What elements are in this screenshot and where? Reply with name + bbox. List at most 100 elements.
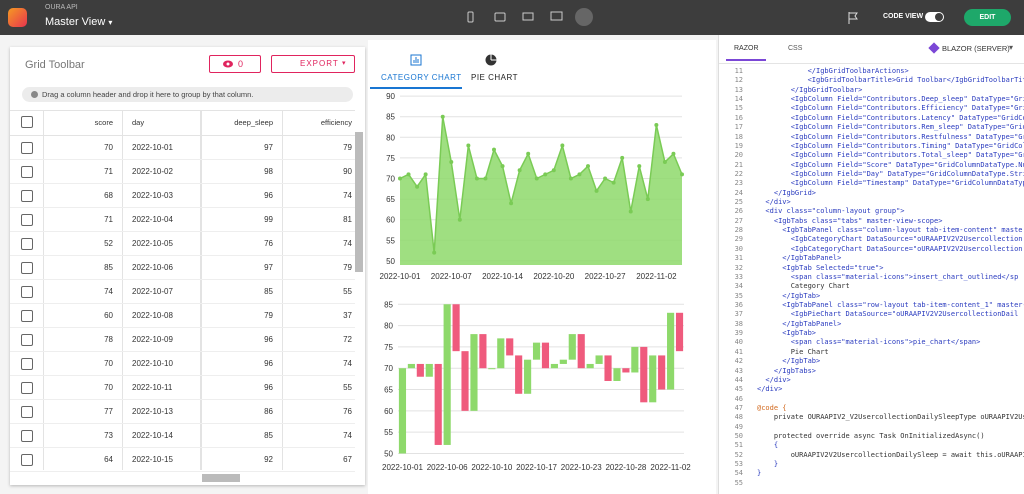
- group-hint: Drag a column header and drop it here to…: [42, 90, 254, 99]
- column-separator: [282, 110, 283, 470]
- phone-icon[interactable]: [467, 11, 474, 23]
- row-checkbox[interactable]: [21, 406, 33, 418]
- grid-cell: 2022-10-14: [132, 431, 173, 440]
- code-body: 11 </IgbGridToolbarActions> 12 <IgbGridTo…: [719, 65, 1024, 494]
- line-number: 22: [734, 169, 743, 178]
- vertical-scrollbar[interactable]: [355, 132, 363, 272]
- hide-columns-button[interactable]: 0: [209, 55, 261, 73]
- grid-cell: 97: [264, 143, 273, 152]
- category-chart-icon: [410, 54, 422, 66]
- platform-selector[interactable]: BLAZOR (SERVER): [942, 44, 1010, 53]
- grid-cell: 70: [104, 143, 113, 152]
- line-number: 28: [734, 226, 743, 235]
- row-checkbox[interactable]: [21, 214, 33, 226]
- editor-tab[interactable]: RAZOR: [734, 45, 759, 52]
- line-number: 51: [734, 441, 743, 450]
- grid-row: [10, 207, 355, 232]
- grid-row: [10, 423, 355, 448]
- row-checkbox[interactable]: [21, 238, 33, 250]
- grid-cell: 79: [343, 263, 352, 272]
- row-checkbox[interactable]: [21, 286, 33, 298]
- code-line: <span class="material-icons">pie_chart</…: [757, 338, 981, 347]
- row-checkbox[interactable]: [21, 430, 33, 442]
- grid-cell: 70: [104, 383, 113, 392]
- code-line: </IgbTabPanel>: [757, 319, 842, 328]
- grid-cell: 2022-10-09: [132, 335, 173, 344]
- grid-cell: 74: [343, 191, 352, 200]
- header-checkbox[interactable]: [21, 116, 33, 128]
- tablet-icon[interactable]: [494, 12, 506, 22]
- row-checkbox[interactable]: [21, 358, 33, 370]
- row-checkbox[interactable]: [21, 334, 33, 346]
- export-button[interactable]: EXPORT ▾: [271, 55, 355, 73]
- platform-dropdown-arrow[interactable]: ▾: [1009, 43, 1014, 52]
- row-checkbox[interactable]: [21, 262, 33, 274]
- pie-chart-icon: [485, 54, 497, 66]
- row-checkbox[interactable]: [21, 382, 33, 394]
- hidden-count: 0: [238, 59, 244, 69]
- view-selector[interactable]: Master View ▾: [45, 16, 113, 28]
- row-checkbox[interactable]: [21, 310, 33, 322]
- grid-row: [10, 375, 355, 400]
- code-line: <span class="material-icons">insert_char…: [757, 272, 1019, 281]
- top-bar: OURA API Master View ▾ CODE VIEW EDIT: [0, 0, 1024, 35]
- editor-tab[interactable]: CSS: [788, 45, 803, 52]
- grid-cell: 55: [343, 383, 352, 392]
- grid-cell: 55: [343, 287, 352, 296]
- edit-button[interactable]: EDIT: [964, 9, 1011, 26]
- code-view-toggle[interactable]: [925, 12, 944, 22]
- grid-cell: 71: [104, 215, 113, 224]
- code-line: <IgbColumn Field="Contributors.Total_sle…: [757, 151, 1024, 160]
- column-header[interactable]: efficiency: [320, 118, 352, 127]
- line-number: 20: [734, 151, 743, 160]
- grid-cell: 2022-10-02: [132, 167, 173, 176]
- code-line: }: [757, 469, 762, 478]
- grid-cell: 92: [264, 455, 273, 464]
- code-line: <IgbGridToolbarTitle>Grid Toolbar</IgbGr…: [757, 76, 1024, 85]
- line-number: 52: [734, 450, 743, 459]
- line-number: 19: [734, 141, 743, 150]
- grid-cell: 2022-10-03: [132, 191, 173, 200]
- grid-cell: 81: [343, 215, 352, 224]
- grid-cell: 68: [104, 191, 113, 200]
- export-label: EXPORT: [300, 59, 339, 68]
- column-header[interactable]: day: [132, 118, 145, 127]
- grid-body: score day deep_sleep efficiency 70 2022-10-01…: [10, 110, 355, 472]
- line-number: 54: [734, 469, 743, 478]
- grid-cell: 2022-10-11: [132, 383, 173, 392]
- line-number: 35: [734, 291, 743, 300]
- row-checkbox[interactable]: [21, 190, 33, 202]
- app-logo[interactable]: [8, 8, 27, 27]
- code-line: </div>: [757, 375, 791, 384]
- row-checkbox[interactable]: [21, 166, 33, 178]
- grid-cell: 78: [104, 335, 113, 344]
- fullscreen-icon[interactable]: [575, 8, 593, 26]
- line-number: 50: [734, 432, 743, 441]
- row-checkbox[interactable]: [21, 454, 33, 466]
- line-number: 43: [734, 366, 743, 375]
- row-checkbox[interactable]: [21, 142, 33, 154]
- line-number: 49: [734, 422, 743, 431]
- code-line: }: [757, 460, 779, 469]
- flag-icon[interactable]: [847, 11, 859, 25]
- api-name: OURA API: [45, 4, 78, 11]
- desktop-icon[interactable]: [550, 11, 563, 21]
- line-number: 33: [734, 272, 743, 281]
- laptop-icon[interactable]: [522, 12, 534, 21]
- code-line: Pie Chart: [757, 347, 829, 356]
- code-line: <IgbColumn Field="Contributors.Deep_slee…: [757, 95, 1024, 104]
- column-header[interactable]: deep_sleep: [234, 118, 273, 127]
- column-header[interactable]: score: [94, 118, 113, 127]
- grid-cell: 96: [264, 191, 273, 200]
- column-separator: [122, 110, 123, 470]
- grid-cell: 99: [264, 215, 273, 224]
- tab-label[interactable]: CATEGORY CHART: [381, 73, 462, 82]
- code-line: oURAAPIV2V2UsercollectionDailySleep = aw…: [757, 450, 1024, 459]
- grid-row: [10, 303, 355, 328]
- tab-label[interactable]: PIE CHART: [471, 73, 519, 82]
- horizontal-scrollbar[interactable]: [202, 474, 240, 482]
- grid-cell: 77: [104, 407, 113, 416]
- code-line: protected override async Task OnInitiali…: [757, 432, 985, 441]
- code-line: Category Chart: [757, 282, 850, 291]
- grid-cell: 2022-10-07: [132, 287, 173, 296]
